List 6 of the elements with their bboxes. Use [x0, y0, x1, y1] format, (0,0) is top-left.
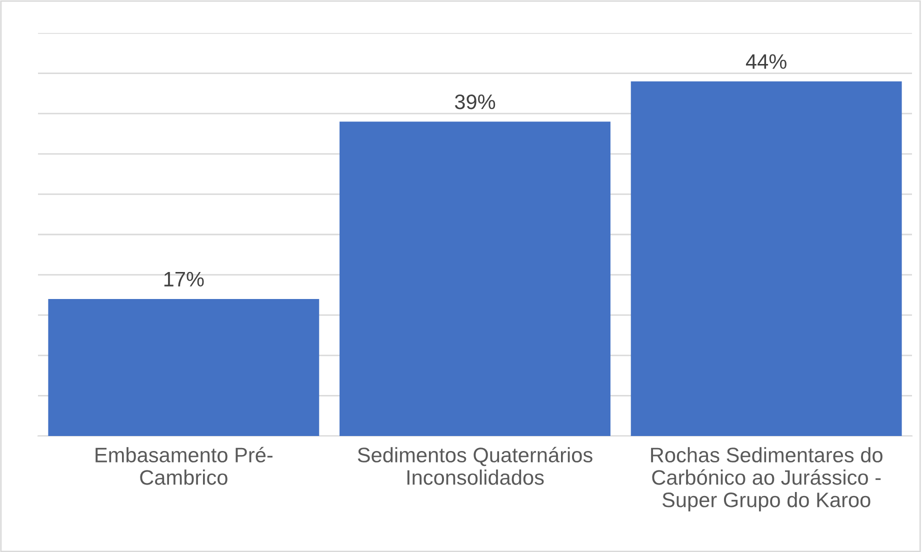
x-tick-label: Rochas Sedimentares do Carbónico ao Jurássico - Super Grupo do Karoo [651, 447, 882, 512]
data-label: 17% [164, 272, 204, 286]
data-label: 44% [746, 54, 786, 69]
data-label: 39% [454, 94, 496, 110]
x-tick-label: Sedimentos Quaternários Inconsolidados [358, 446, 592, 485]
x-tick-label: Embasamento Pré- Cambrico [96, 446, 272, 485]
